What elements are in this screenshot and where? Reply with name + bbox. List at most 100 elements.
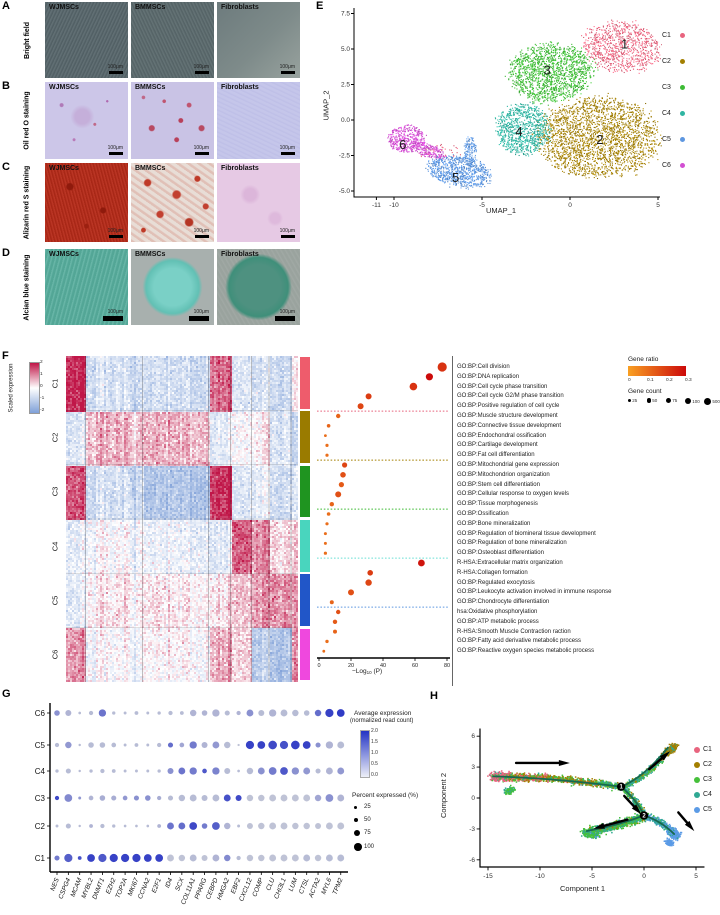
go-term-label: GO:BP:Chondrocyte differentiation — [457, 599, 550, 606]
umap-legend-item: C2 — [662, 48, 718, 74]
micrograph-oilred-wjmsc: WJMSCs 100μm — [45, 82, 128, 159]
trajectory-legend-dot — [694, 746, 700, 753]
scale-bar: 100μm — [280, 65, 295, 74]
go-term-label: GO:BP:Endochondral ossification — [457, 432, 547, 439]
umap-legend-label: C4 — [662, 109, 671, 117]
umap-legend-label: C5 — [662, 135, 671, 143]
go-term-label: R-HSA:Collagen formation — [457, 569, 528, 576]
row-label-oil-red-o: Oil red O staining — [23, 91, 31, 150]
gene-dotplot-canvas — [30, 695, 360, 915]
go-term-label: GO:BP:Osteoblast differentiation — [457, 550, 544, 557]
scale-bar: 100μm — [108, 146, 123, 155]
panel-letter-c: C — [2, 161, 10, 173]
avg-expression-tick: 1.0 — [371, 750, 378, 756]
trajectory-legend-dot — [694, 791, 700, 798]
micrograph-alcian-wjmsc: WJMSCs 100μm — [45, 249, 128, 325]
go-term-label: GO:BP:Muscle structure development — [457, 413, 558, 419]
scale-bar: 100μm — [189, 310, 209, 321]
micrograph-label: WJMSCs — [49, 165, 79, 172]
go-term-label: GO:BP:Bone mineralization — [457, 520, 531, 527]
scale-bar: 100μm — [194, 65, 209, 74]
heatmap-row-label-text: C3 — [50, 487, 60, 497]
gene-ratio-gradient — [628, 366, 686, 376]
umap-y-axis-label: UMAP_2 — [321, 89, 331, 121]
micrograph-alcian-fibroblast: Fibroblasts 100μm — [217, 249, 300, 325]
avg-expression-tick: 2.0 — [371, 728, 378, 734]
micrograph-label: BMMSCs — [135, 251, 166, 258]
percent-expressed-value: 100 — [363, 843, 374, 850]
avg-expression-tick: 1.5 — [371, 739, 378, 745]
gene-count-dot — [704, 398, 712, 406]
row-label-alcian: Alcian blue staining — [23, 253, 31, 321]
heatmap-row-label-text: C4 — [50, 541, 60, 551]
trajectory-legend-item: C5 — [694, 802, 712, 817]
go-term-label: hsa:Oxidative phosphorylation — [457, 609, 538, 615]
trajectory-legend-item: C4 — [694, 787, 712, 802]
trajectory-legend-item: C3 — [694, 772, 712, 787]
percent-expressed-title: Percent expressed (%) — [352, 792, 419, 799]
avg-expression-tick: 0.5 — [371, 761, 378, 767]
umap-legend-dot — [680, 110, 685, 116]
avg-expression-gradient — [360, 730, 370, 778]
micrograph-alizarin-bmmsc: BMMSCs 100μm — [131, 163, 214, 242]
go-term-label: GO:BP:Mitochondrial gene expression — [457, 462, 560, 468]
scale-bar: 100μm — [280, 146, 295, 155]
micrograph-alizarin-fibroblast: Fibroblasts 100μm — [217, 163, 300, 242]
go-term-label: GO:BP:Cell cycle G2/M phase transition — [457, 393, 564, 400]
micrograph-label: WJMSCs — [49, 251, 79, 258]
percent-expressed-item: 100 — [354, 843, 374, 851]
gene-count-item: 100 — [685, 398, 700, 405]
gene-ratio-tick: 0.2 — [666, 378, 673, 383]
percent-expressed-value: 50 — [363, 817, 371, 823]
umap-legend-item: C4 — [662, 100, 718, 126]
percent-expressed-dot — [354, 805, 357, 809]
heatmap-sidebar-segment — [300, 357, 310, 409]
micrograph-alizarin-wjmsc: WJMSCs 100μm — [45, 163, 128, 242]
trajectory-legend: C1 C2 C3 C4 C5 — [694, 742, 712, 817]
heatmap-canvas — [66, 356, 298, 682]
micrograph-label: WJMSCs — [49, 84, 79, 91]
colorbar-tick: 1 — [40, 372, 43, 377]
go-term-label: GO:BP:Cartilage development — [457, 442, 538, 449]
panel-letter-f: F — [2, 350, 9, 362]
percent-expressed-dot — [354, 817, 359, 823]
umap-legend: C1 C2 C3 C4 C5 C6 — [662, 22, 718, 178]
umap-legend-item: C5 — [662, 126, 718, 152]
gene-ratio-legend-title: Gene ratio — [628, 356, 659, 363]
gene-count-legend-title: Gene count — [628, 388, 662, 395]
micrograph-label: WJMSCs — [49, 4, 79, 11]
heatmap-sidebar-segment — [300, 628, 310, 681]
go-term-label: GO:BP:DNA replication — [457, 373, 520, 380]
heatmap-row-label: C6 — [48, 628, 62, 682]
micrograph-alcian-bmmsc: BMMSCs 100μm — [131, 249, 214, 325]
avg-expression-title: Average expression — [354, 710, 412, 717]
gene-count-value: 75 — [672, 398, 678, 404]
micrograph-label: Fibroblasts — [221, 4, 259, 11]
trajectory-legend-dot — [694, 761, 700, 768]
trajectory-legend-dot — [694, 806, 700, 813]
heatmap-row-label-text: C1 — [50, 378, 60, 388]
colorbar-tick: -2 — [40, 408, 45, 413]
percent-expressed-item: 25 — [354, 804, 371, 810]
micrograph-label: Fibroblasts — [221, 165, 259, 172]
go-term-list: GO:BP:Cell division GO:BP:DNA replication… — [452, 356, 720, 686]
gene-count-dot — [647, 398, 652, 403]
umap-x-axis-label: UMAP_1 — [486, 206, 517, 215]
gene-count-value: 500 — [712, 399, 720, 405]
heatmap-row-label: C2 — [48, 410, 62, 464]
trajectory-legend-label: C3 — [703, 776, 712, 783]
trajectory-legend-dot — [694, 776, 700, 783]
trajectory-legend-label: C1 — [703, 746, 712, 753]
scale-bar: 100μm — [108, 65, 123, 74]
row-label-alizarin: Alizarin red S staining — [23, 165, 31, 240]
percent-expressed-dot — [354, 830, 360, 836]
go-term-label: GO:BP:ATP metabolic process — [457, 618, 539, 625]
scale-bar: 100μm — [275, 310, 295, 321]
gene-count-value: 25 — [632, 398, 638, 403]
scale-bar: 100μm — [280, 229, 295, 238]
umap-legend-label: C2 — [662, 57, 671, 65]
gene-ratio-tick: 0 — [628, 378, 631, 383]
colorbar-tick: 0 — [40, 384, 43, 389]
avg-expression-tick: 0.0 — [371, 772, 378, 778]
percent-expressed-item: 50 — [354, 817, 371, 823]
